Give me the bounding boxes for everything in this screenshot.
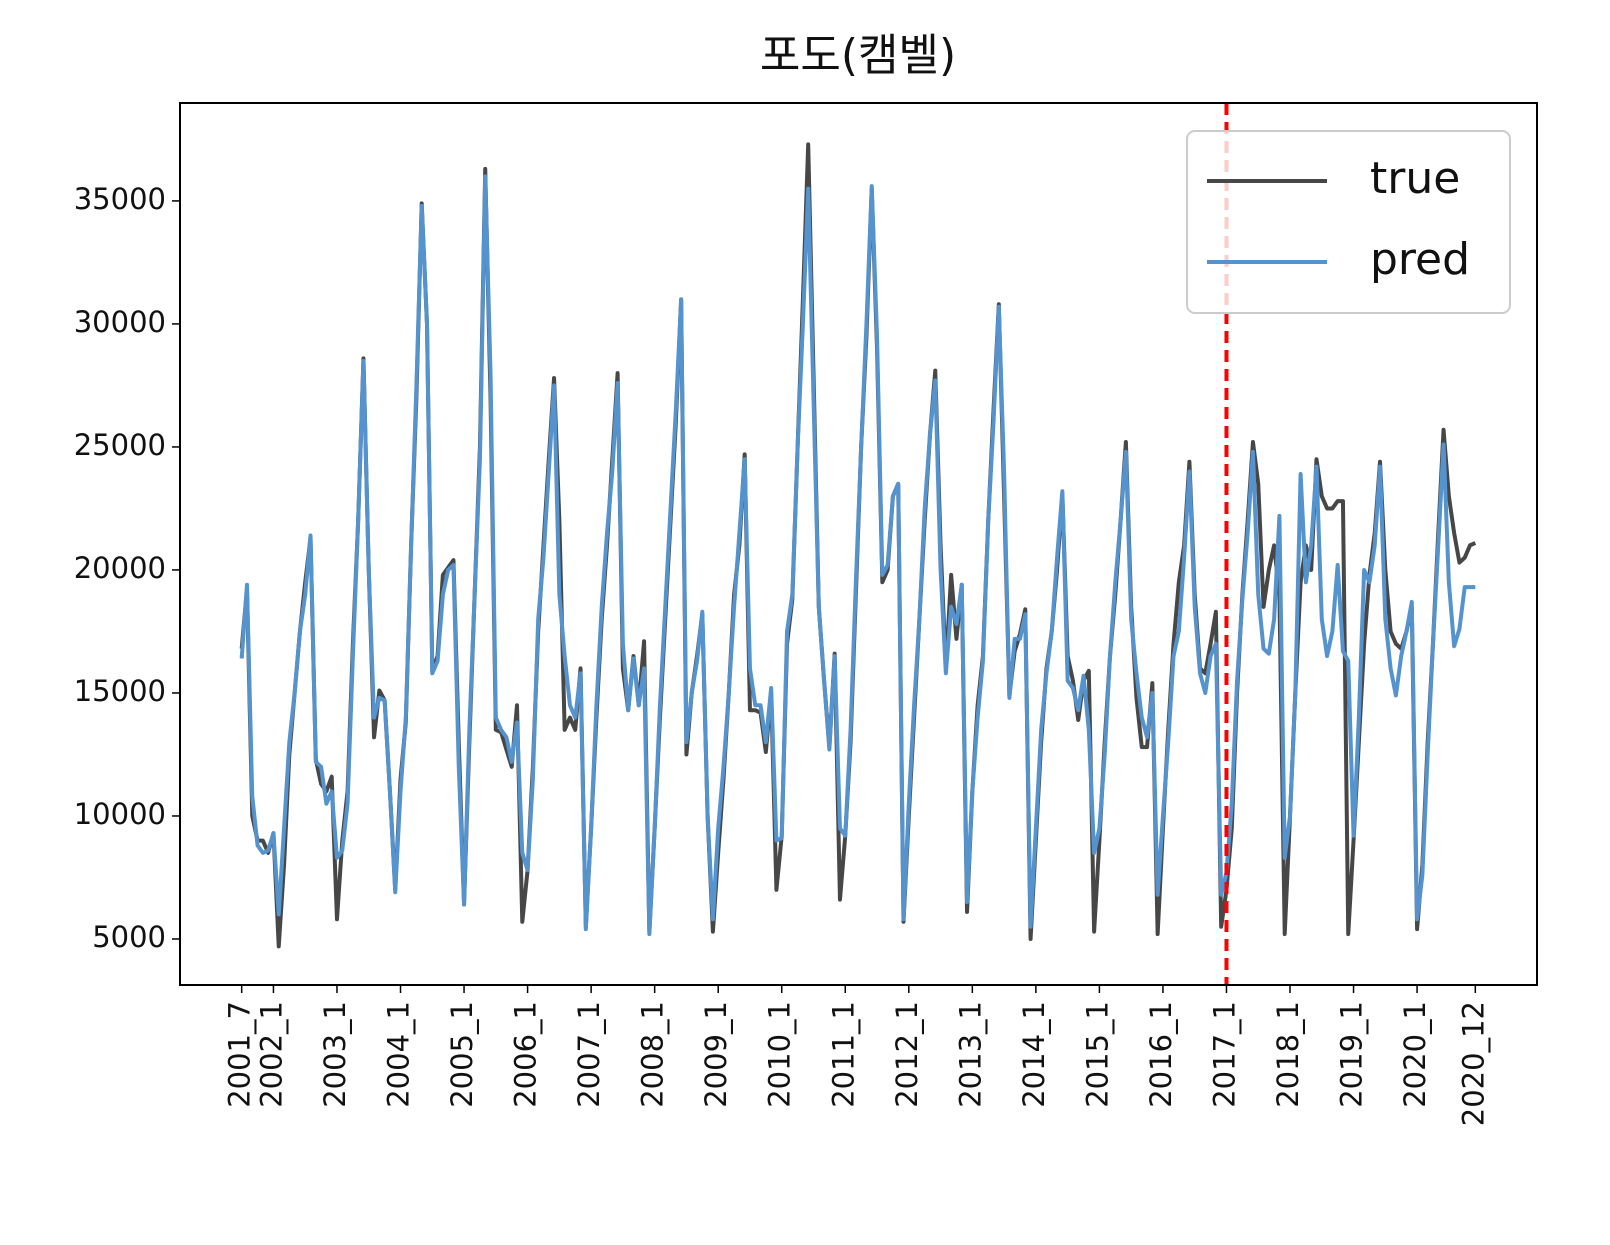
x-tick-label: 2018_1 <box>1271 1001 1305 1108</box>
y-tick-label: 35000 <box>74 182 166 216</box>
x-tick-label: 2013_1 <box>953 1001 987 1108</box>
x-tick-label: 2001_7 <box>223 1001 257 1108</box>
series-line <box>239 174 1476 937</box>
y-tick-label: 5000 <box>92 920 166 954</box>
y-tick-label: 25000 <box>74 428 166 462</box>
x-tick-label: 2007_1 <box>572 1001 606 1108</box>
x-tick-label: 2015_1 <box>1080 1001 1114 1108</box>
plot-frame <box>179 102 1538 986</box>
x-tick-label: 2005_1 <box>445 1001 479 1108</box>
y-tick-label: 10000 <box>74 797 166 831</box>
x-tick-label: 2008_1 <box>636 1001 670 1108</box>
legend-box <box>1186 130 1511 314</box>
chart-title: 포도(캠벨) <box>760 30 956 81</box>
x-tick-label: 2003_1 <box>318 1001 352 1108</box>
y-tick-label: 15000 <box>74 674 166 708</box>
y-tick-label: 20000 <box>74 551 166 585</box>
x-tick-label: 2006_1 <box>509 1001 543 1108</box>
x-tick-label: 2004_1 <box>382 1001 416 1108</box>
legend-label: pred <box>1370 234 1470 285</box>
legend-label: true <box>1370 153 1460 204</box>
x-tick-label: 2014_1 <box>1017 1001 1051 1108</box>
y-tick-label: 30000 <box>74 305 166 339</box>
x-tick-label: 2017_1 <box>1207 1001 1241 1108</box>
x-tick-label: 2002_1 <box>254 1001 288 1108</box>
x-tick-label: 2020_1 <box>1398 1001 1432 1108</box>
x-tick-label: 2011_1 <box>826 1001 860 1108</box>
x-tick-label: 2016_1 <box>1144 1001 1178 1108</box>
x-tick-label: 2012_1 <box>890 1001 924 1108</box>
x-tick-label: 2009_1 <box>699 1001 733 1108</box>
legend: true pred <box>1186 130 1511 314</box>
x-tick-label: 2019_1 <box>1335 1001 1369 1108</box>
x-tick-label: 2010_1 <box>763 1001 797 1108</box>
x-tick-label: 2020_12 <box>1456 1001 1490 1126</box>
